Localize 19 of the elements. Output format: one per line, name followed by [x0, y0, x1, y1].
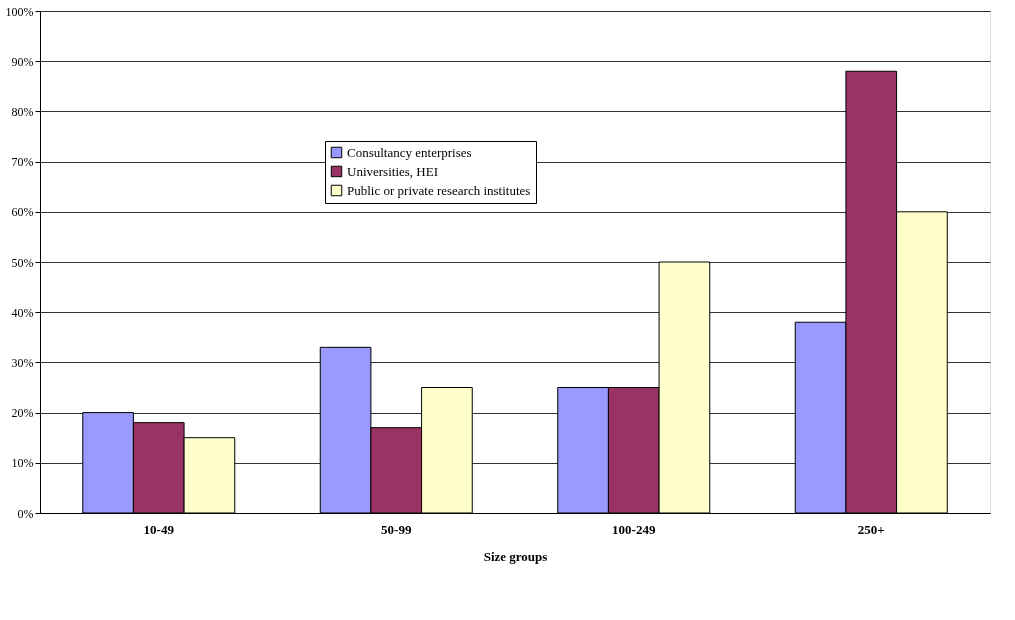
- y-tick-label: 60%: [11, 205, 34, 220]
- y-tick-label: 80%: [11, 104, 34, 119]
- x-tick-label: 100-249: [612, 521, 656, 537]
- y-tick-label: 90%: [11, 54, 34, 69]
- y-tick-label: 10%: [11, 456, 34, 471]
- x-tick-label: 250+: [857, 521, 885, 537]
- y-tick-label: 20%: [11, 406, 34, 421]
- x-tick-label: 10-49: [143, 521, 175, 537]
- y-tick-label: 0%: [17, 506, 34, 521]
- y-tick-label: 40%: [11, 305, 34, 320]
- legend-label: Public or private research institutes: [347, 182, 531, 198]
- y-tick-label: 100%: [5, 4, 34, 19]
- legend-label: Consultancy enterprises: [347, 144, 472, 160]
- x-tick-label: 50-99: [381, 521, 412, 537]
- y-tick-label: 30%: [11, 355, 34, 370]
- y-tick-label: 50%: [11, 255, 34, 270]
- legend-label: Universities, HEI: [347, 163, 438, 179]
- y-tick-label: 70%: [11, 155, 34, 170]
- x-axis-title: Size groups: [483, 548, 548, 564]
